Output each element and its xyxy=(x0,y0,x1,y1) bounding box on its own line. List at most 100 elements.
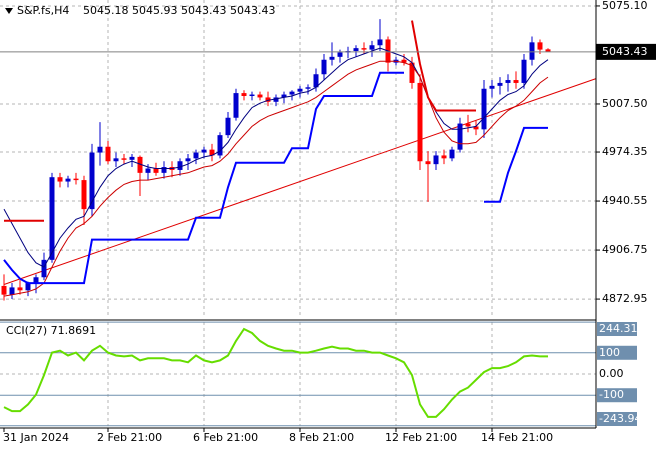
candle-body xyxy=(489,85,495,89)
y-tick-label: 4974.35 xyxy=(602,145,648,158)
y-tick-label: -100 xyxy=(599,388,624,401)
candle-body xyxy=(137,156,143,173)
y-tick-label: 5075.10 xyxy=(602,0,648,12)
candle-body xyxy=(481,88,487,130)
candle-body xyxy=(361,48,367,50)
cci-line xyxy=(3,327,548,418)
candle-body xyxy=(441,155,447,159)
y-tick-label: 244.3151 xyxy=(599,322,652,335)
candle-body xyxy=(129,156,135,160)
candle-body xyxy=(49,177,55,260)
candle-body xyxy=(185,158,191,162)
menu-triangle[interactable] xyxy=(5,8,13,14)
y-tick-label: 4872.95 xyxy=(602,292,648,305)
candle-body xyxy=(121,158,127,160)
y-tick-label: -243.9482 xyxy=(599,412,655,425)
candle-body xyxy=(113,158,119,162)
candle-body xyxy=(353,48,359,52)
candle-body xyxy=(97,146,103,153)
candle-body xyxy=(521,59,527,83)
indicator-line xyxy=(3,71,548,285)
x-tick-label: 6 Feb 21:00 xyxy=(193,431,258,444)
candle-body xyxy=(321,59,327,75)
candle-body xyxy=(273,97,279,102)
level-box xyxy=(597,412,637,426)
candle-body xyxy=(201,149,207,153)
candle-body xyxy=(337,52,343,57)
candle-body xyxy=(241,93,247,96)
candle-body xyxy=(497,82,503,86)
candle-body xyxy=(17,287,23,291)
ohlc-low: 5043.43 xyxy=(181,4,227,17)
level-box xyxy=(597,345,637,360)
y-tick-label: 4906.75 xyxy=(602,243,648,256)
candle-body xyxy=(281,94,287,98)
candle-body xyxy=(409,62,415,83)
current-price-box xyxy=(596,43,656,60)
candle-body xyxy=(257,94,263,98)
candle-body xyxy=(433,155,439,165)
y-tick-label: 4940.55 xyxy=(602,194,648,207)
candle-body xyxy=(161,167,167,173)
candle-body xyxy=(209,149,215,156)
candle-body xyxy=(305,87,311,89)
cci-title: CCI(27) 71.8691 xyxy=(6,324,96,337)
candle-body xyxy=(1,285,7,295)
y-tick-label: 0.00 xyxy=(599,367,624,380)
candle-body xyxy=(449,149,455,159)
candle-body xyxy=(457,123,463,150)
candle-body xyxy=(505,80,511,83)
x-tick-label: 8 Feb 21:00 xyxy=(289,431,354,444)
candle-body xyxy=(401,59,407,63)
y-tick-label: 5007.50 xyxy=(602,97,648,110)
y-tick-label: 100 xyxy=(599,346,620,359)
candle-body xyxy=(513,80,519,83)
current-price-label: 5043.43 xyxy=(602,45,648,58)
ohlc-high: 5045.93 xyxy=(132,4,178,17)
trend-line xyxy=(3,78,597,285)
x-tick-label: 12 Feb 21:00 xyxy=(385,431,457,444)
x-tick-label: 14 Feb 21:00 xyxy=(481,431,553,444)
x-tick-label: 31 Jan 2024 xyxy=(3,431,69,444)
candle-body xyxy=(249,94,255,96)
candle-body xyxy=(177,161,183,170)
x-tick-label: 2 Feb 21:00 xyxy=(97,431,162,444)
candle-body xyxy=(105,146,111,162)
candle-body xyxy=(297,88,303,92)
candle-body xyxy=(537,42,543,50)
candle-body xyxy=(289,91,295,95)
candle-body xyxy=(65,178,71,182)
candle-body xyxy=(465,123,471,127)
candle-body xyxy=(89,152,95,210)
candle-body xyxy=(145,168,151,173)
candle-body xyxy=(225,117,231,136)
candle-body xyxy=(233,93,239,118)
candle-body xyxy=(81,180,87,210)
candle-body xyxy=(57,177,63,182)
candle-body xyxy=(217,135,223,156)
candle-body xyxy=(25,283,31,291)
candle-body xyxy=(193,152,199,159)
indicator-line xyxy=(4,20,476,222)
candle-body xyxy=(369,45,375,50)
symbol: S&P.fs,H4 xyxy=(17,4,69,17)
candle-body xyxy=(73,178,79,181)
indicator-line xyxy=(3,60,549,297)
candle-body xyxy=(329,56,335,60)
candle-body xyxy=(377,39,383,46)
level-box xyxy=(597,388,637,403)
level-box xyxy=(597,322,637,336)
candle-body xyxy=(313,74,319,88)
candle-body xyxy=(425,161,431,165)
candle-body xyxy=(265,97,271,102)
candle-body xyxy=(33,277,39,284)
candle-body xyxy=(9,287,15,295)
candle-body xyxy=(41,259,47,278)
indicator-line xyxy=(3,47,549,268)
candle-body xyxy=(473,126,479,130)
candle-body xyxy=(153,168,159,173)
candle-body xyxy=(529,42,535,60)
ohlc-close: 5043.43 xyxy=(230,4,276,17)
